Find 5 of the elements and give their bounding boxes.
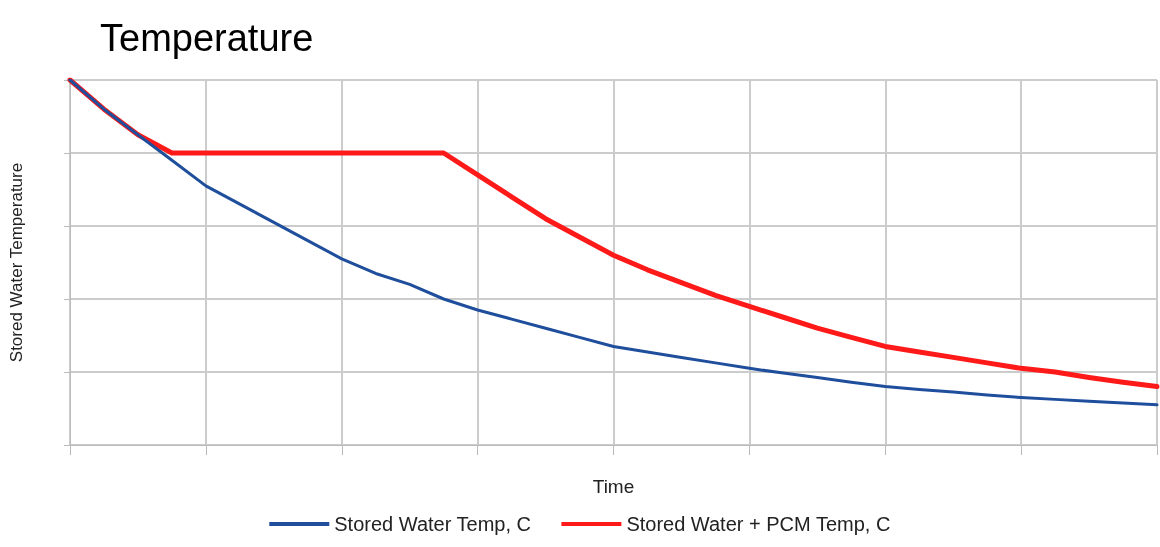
legend-label: Stored Water Temp, C: [334, 513, 532, 535]
legend-label: Stored Water + PCM Temp, C: [626, 513, 891, 535]
y-axis-title: Stored Water Temperature: [7, 162, 26, 363]
chart-title: Temperature: [100, 17, 314, 59]
x-axis-title: Time: [592, 476, 635, 497]
